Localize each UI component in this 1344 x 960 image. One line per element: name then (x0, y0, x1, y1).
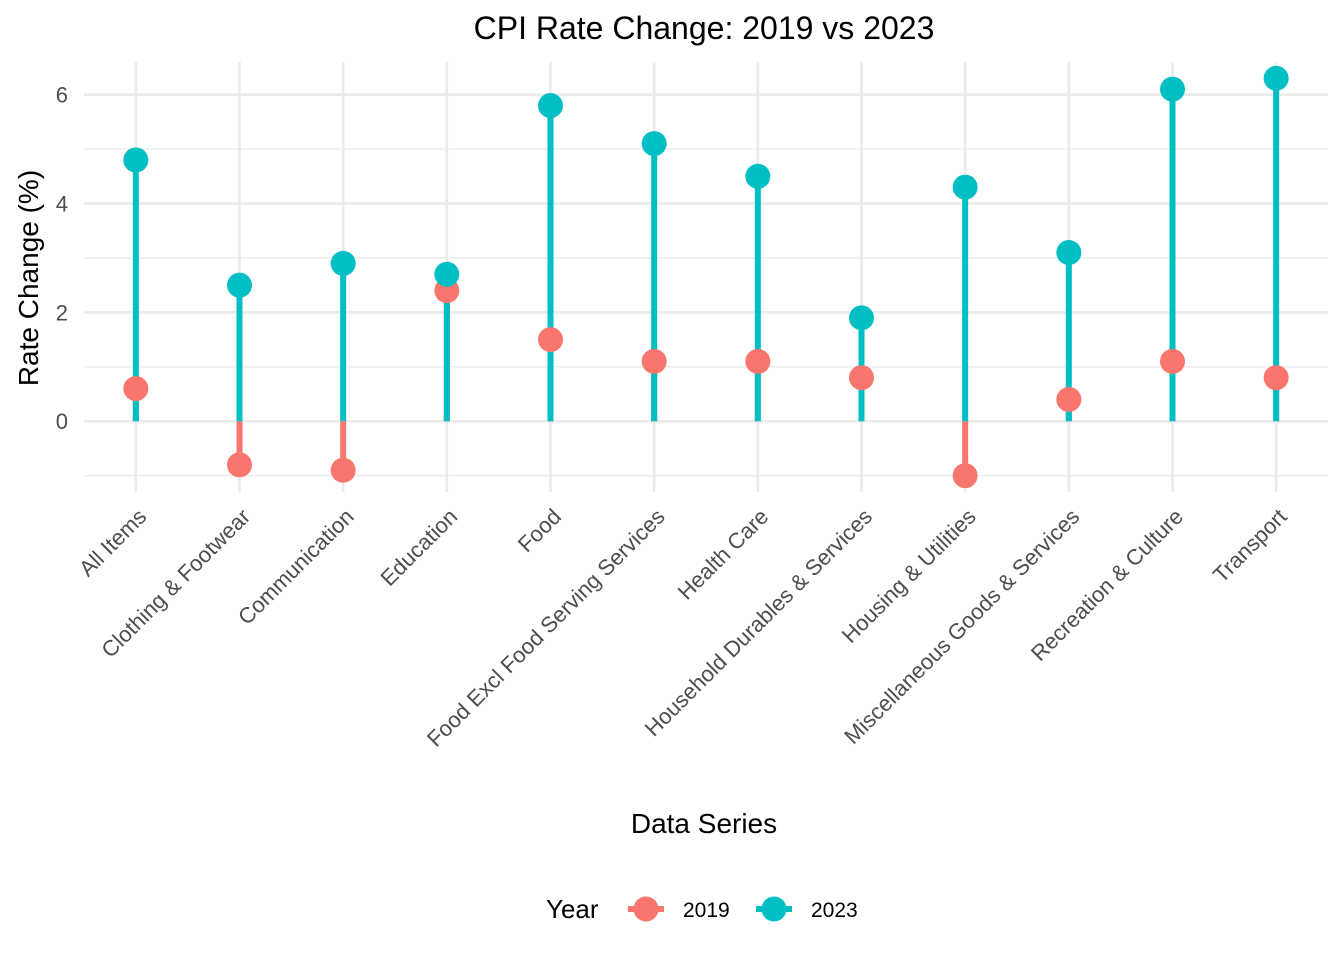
legend-item-2023: 2023 (756, 896, 858, 922)
point-2019 (538, 327, 563, 353)
legend-item-2019: 2019 (628, 896, 730, 922)
x-axis-title: Data Series (631, 808, 777, 839)
legend-label: 2023 (811, 899, 858, 922)
point-2023 (538, 93, 563, 119)
y-tick-label: 0 (56, 409, 68, 434)
point-2019 (227, 452, 252, 478)
x-tick-label: Health Care (673, 504, 774, 605)
y-tick-label: 2 (56, 300, 68, 325)
grid-layer (84, 62, 1328, 492)
x-tick-label: Transport (1208, 504, 1292, 588)
point-2023 (641, 131, 667, 157)
legend-title: Year (546, 894, 599, 924)
point-2019 (1263, 365, 1289, 391)
point-2023 (952, 174, 978, 200)
legend-swatch-point (633, 896, 659, 922)
x-tick-label: Education (375, 504, 462, 591)
point-2023 (227, 272, 252, 298)
x-tick-label: Food (513, 504, 566, 557)
point-2019 (1160, 348, 1185, 374)
point-2023 (745, 163, 771, 189)
y-axis-title: Rate Change (%) (13, 170, 44, 386)
legend: Year 2019 2023 (546, 894, 858, 924)
legend-label: 2019 (683, 899, 730, 922)
point-2023 (1056, 240, 1082, 266)
point-2019 (745, 348, 771, 374)
point-2023 (434, 261, 460, 287)
x-tick-label: Household Durables & Services (640, 504, 877, 741)
point-2019 (1056, 386, 1082, 412)
point-2023 (123, 147, 149, 173)
x-tick-label: All Items (74, 504, 151, 581)
point-2019 (330, 457, 356, 483)
point-2019 (952, 463, 978, 489)
point-2023 (849, 305, 874, 331)
point-2019 (641, 348, 667, 374)
point-2019 (849, 365, 874, 391)
y-tick-label: 6 (56, 83, 68, 108)
point-2023 (1160, 76, 1185, 102)
point-2023 (330, 250, 356, 276)
y-tick-label: 4 (56, 192, 68, 217)
legend-swatch-point (761, 896, 787, 922)
point-2023 (1263, 65, 1289, 91)
point-2019 (123, 376, 149, 402)
series-layer (123, 65, 1289, 489)
legend-items: 2019 2023 (628, 896, 858, 922)
chart-title: CPI Rate Change: 2019 vs 2023 (474, 10, 935, 46)
